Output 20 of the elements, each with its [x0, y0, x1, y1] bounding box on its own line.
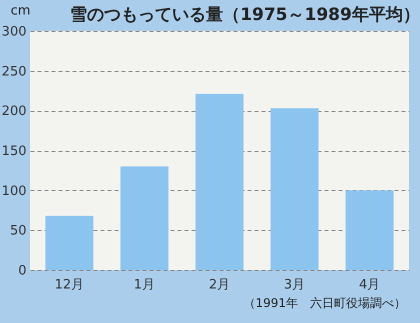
text: （1991年 六日町役場調べ） [243, 296, 406, 310]
y-tick-label: 150 [2, 144, 26, 159]
bar [270, 108, 319, 270]
x-tick-label: 1月 [134, 278, 156, 292]
y-tick-label: 50 [10, 224, 26, 239]
x-tick-label: 12月 [54, 278, 84, 292]
x-tick-label: 3月 [284, 278, 306, 292]
bar [196, 94, 244, 270]
y-tick-label: 100 [2, 184, 26, 199]
y-tick-label: 250 [2, 64, 26, 80]
bar [120, 166, 168, 270]
y-axis-title: cm [10, 4, 30, 18]
x-tick-label: 4月 [358, 278, 380, 292]
chart-title: 雪のつもっている量（1975～1989年平均） [70, 5, 420, 25]
x-tick-label: 2月 [208, 278, 230, 292]
bar [45, 216, 94, 270]
bar [346, 190, 394, 270]
y-tick-label: 300 [2, 24, 26, 40]
y-tick-label: 0 [18, 264, 26, 278]
y-tick-label: 200 [2, 104, 26, 120]
